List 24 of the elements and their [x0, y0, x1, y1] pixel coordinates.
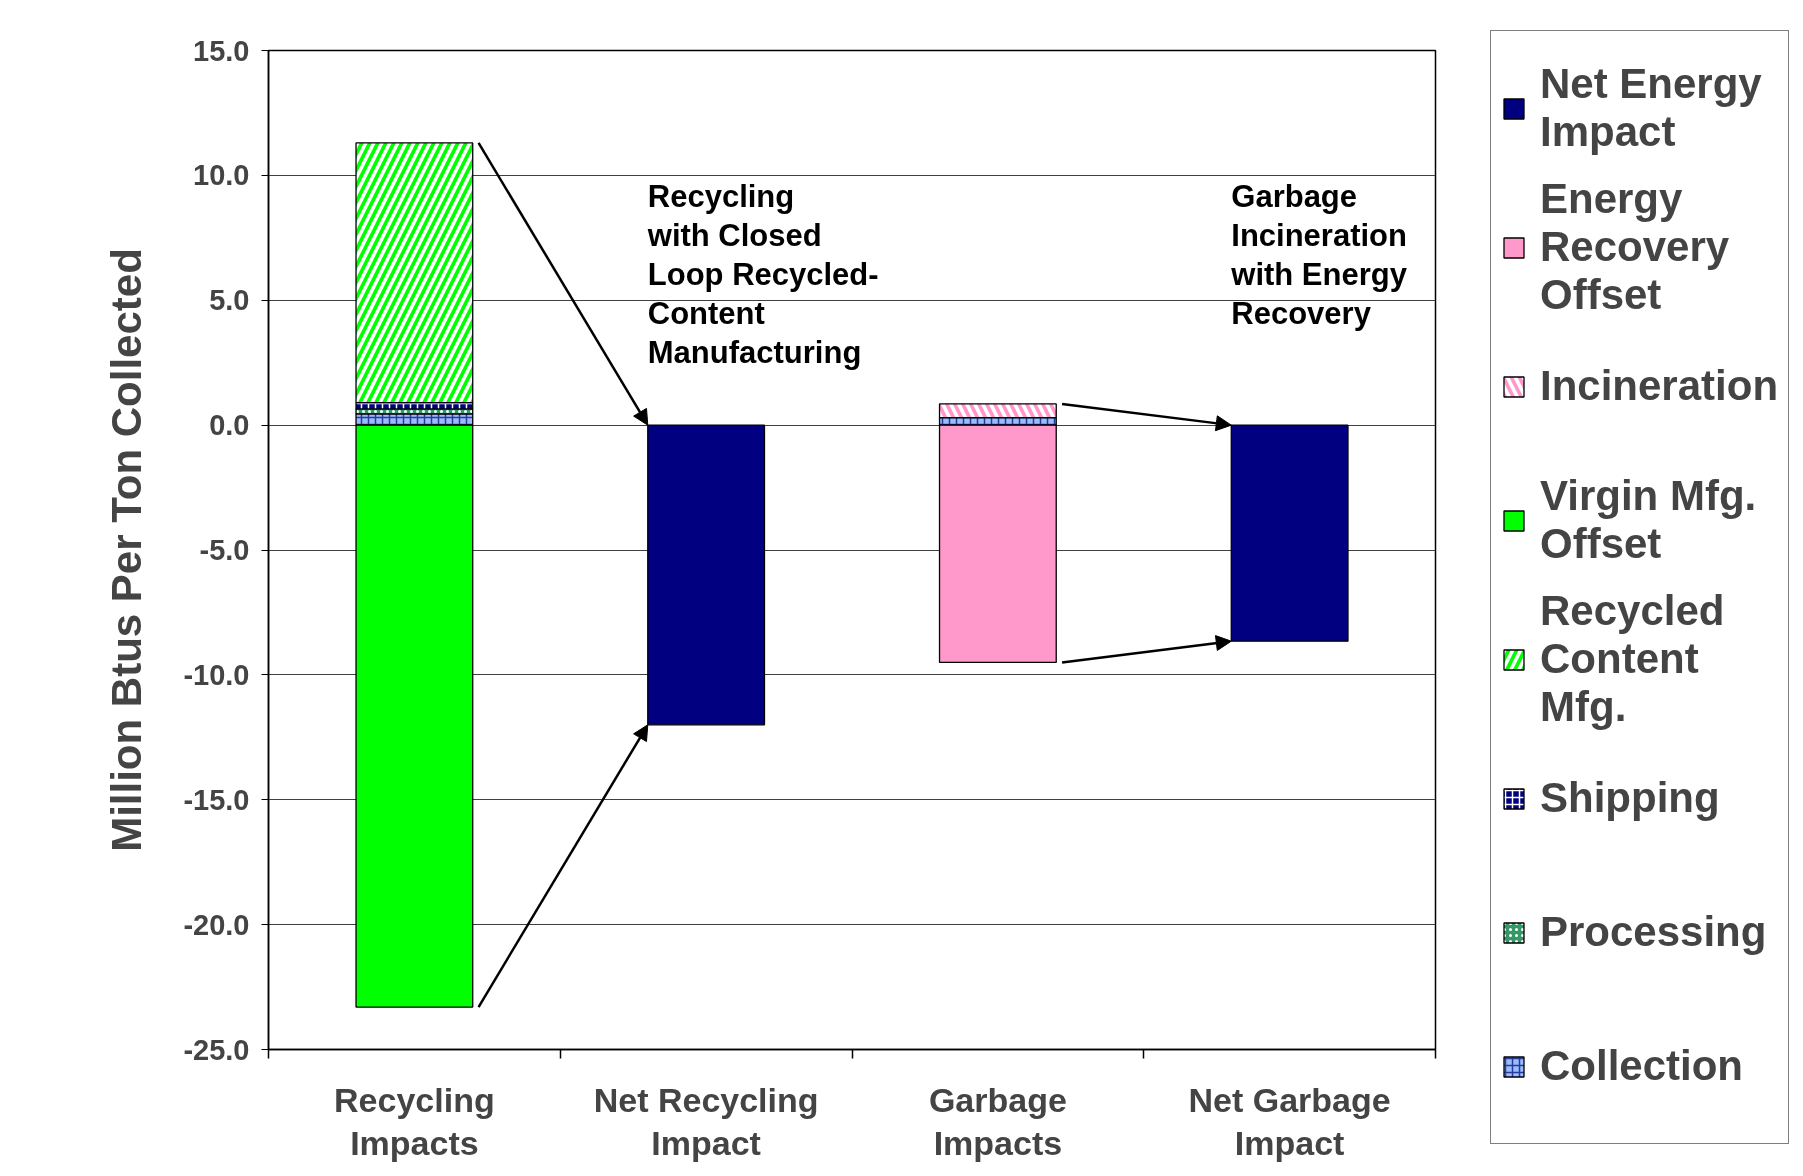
x-tick-label: Net Garbage Impact — [1188, 1080, 1391, 1163]
x-tick-label: Recycling Impacts — [334, 1080, 495, 1163]
y-tick-label: -5.0 — [199, 534, 250, 566]
y-tick-label: 10.0 — [193, 159, 250, 192]
y-tick-label: -25.0 — [183, 1033, 250, 1066]
legend-label: Virgin Mfg. Offset — [1540, 471, 1757, 569]
annotation: Recycling with Closed Loop Recycled- Content Manufacturing — [646, 178, 879, 371]
y-axis-title: Million Btus Per Ton Collected — [103, 248, 151, 852]
x-tick-label: Garbage Impacts — [928, 1080, 1067, 1163]
y-tick-label: -20.0 — [183, 908, 250, 941]
legend-label: Shipping — [1540, 773, 1720, 823]
legend-label: Processing — [1540, 907, 1767, 957]
y-tick-label: 0.0 — [209, 409, 250, 442]
y-tick-label: -10.0 — [183, 658, 250, 691]
y-tick-label: -15.0 — [183, 783, 250, 816]
annotation: Garbage Incineration with Energy Recovery — [1230, 178, 1408, 332]
legend-label: Net Energy Impact — [1540, 59, 1762, 157]
y-tick-label: 5.0 — [209, 284, 250, 317]
legend-label: Collection — [1540, 1041, 1744, 1091]
x-tick-label: Net Recycling Impact — [593, 1080, 819, 1163]
y-tick-label: 15.0 — [193, 34, 250, 67]
legend-label: Recycled Content Mfg. — [1540, 587, 1725, 731]
legend-label: Energy Recovery Offset — [1540, 175, 1730, 319]
legend-label: Incineration — [1540, 361, 1779, 411]
